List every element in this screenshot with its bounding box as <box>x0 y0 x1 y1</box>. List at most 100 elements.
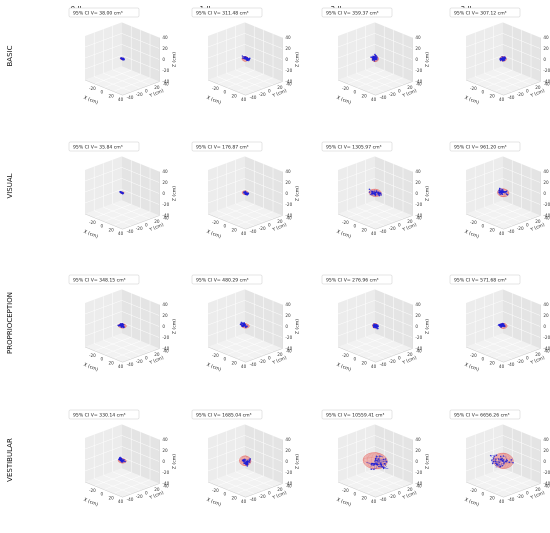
y-axis-label: Y (cm) <box>148 88 165 100</box>
grid-line <box>112 471 151 488</box>
data-point <box>376 56 378 58</box>
x-tick-label: 20 <box>490 495 496 500</box>
data-point <box>368 188 371 190</box>
data-point <box>384 458 387 460</box>
grid-line <box>465 167 503 182</box>
y-tick-label: 0 <box>268 355 271 360</box>
data-point <box>503 56 506 58</box>
grid-line <box>337 178 375 193</box>
grid-line <box>84 33 122 48</box>
x-tick-label: 40 <box>118 364 124 369</box>
legend-text: 95% CI V= 480.29 cm³ <box>196 278 249 284</box>
z-tick-label: 40 <box>285 302 291 307</box>
data-point <box>497 458 500 460</box>
data-point <box>499 59 502 62</box>
x-tick-label: 40 <box>371 499 377 504</box>
grid-line <box>374 178 413 194</box>
z-tick-label: -40 <box>543 481 550 486</box>
y-tick-label: 0 <box>526 490 529 495</box>
grid-line <box>365 471 404 488</box>
grid-line <box>493 471 532 488</box>
data-point <box>497 324 500 326</box>
z-tick-label: -20 <box>285 68 292 73</box>
grid-line <box>207 167 245 182</box>
legend-text: 95% CI V= 10559.41 cm³ <box>326 413 385 419</box>
grid-line <box>494 211 532 226</box>
grid-line <box>121 167 160 183</box>
grid-line <box>207 300 245 315</box>
data-point <box>242 324 244 327</box>
z-tick-label: -40 <box>162 79 169 84</box>
data-point <box>375 323 378 326</box>
y-tick-label: 0 <box>526 355 529 360</box>
z-tick-label: 20 <box>285 448 291 453</box>
z-axis-label: Z (cm) <box>424 52 430 67</box>
z-tick-label: 0 <box>543 191 546 196</box>
grid-line <box>465 446 503 461</box>
legend-text: 95% CI V= 359.37 cm³ <box>326 11 379 17</box>
z-axis-label: Z (cm) <box>294 319 300 334</box>
y-axis-label: Y (cm) <box>401 355 418 367</box>
grid-line <box>493 69 532 86</box>
grid-line <box>121 300 160 316</box>
z-tick-label: 20 <box>415 448 421 453</box>
y-axis-line <box>375 81 413 96</box>
row-label: VISUAL <box>6 173 14 198</box>
legend-text: 95% CI V= 276.96 cm³ <box>326 278 379 284</box>
z-tick-label: -40 <box>162 346 169 351</box>
y-axis-label: Y (cm) <box>148 222 165 234</box>
data-point <box>498 461 501 463</box>
x-tick-label: -20 <box>342 488 349 493</box>
grid-line <box>374 300 413 316</box>
data-point <box>491 459 493 461</box>
y-axis-line <box>375 348 413 363</box>
x-tick-label: 20 <box>109 495 115 500</box>
y-axis-line <box>503 215 541 230</box>
y-axis-line <box>245 348 283 363</box>
grid-line <box>121 33 160 49</box>
grid-line <box>374 311 413 327</box>
z-tick-label: 20 <box>543 180 549 185</box>
data-point <box>501 188 503 191</box>
grid-line <box>337 446 375 461</box>
data-point <box>504 190 507 193</box>
x-tick-label: 0 <box>100 492 103 497</box>
data-point <box>245 326 247 329</box>
z-tick-label: 40 <box>543 302 549 307</box>
y-tick-label: 20 <box>154 219 160 224</box>
z-tick-label: -20 <box>415 202 422 207</box>
x-tick-label: 0 <box>481 224 484 229</box>
z-tick-label: -40 <box>285 346 292 351</box>
data-point <box>246 58 248 60</box>
y-axis-label: Y (cm) <box>529 88 546 100</box>
y-tick-label: 0 <box>398 222 401 227</box>
y-tick-label: 20 <box>407 219 413 224</box>
data-point <box>380 462 382 464</box>
data-point <box>494 460 497 462</box>
grid-line <box>236 344 274 359</box>
legend: 95% CI V= 35.84 cm³ <box>68 141 140 152</box>
z-tick-label: -40 <box>543 79 550 84</box>
x-tick-label: 40 <box>241 364 247 369</box>
y-tick-label: 0 <box>268 88 271 93</box>
z-tick-label: 20 <box>162 46 168 51</box>
y-tick-label: 20 <box>154 85 160 90</box>
trajectory-line <box>366 455 389 470</box>
data-point <box>124 460 126 463</box>
grid-line <box>113 344 151 359</box>
z-tick-label: -40 <box>162 481 169 486</box>
data-point <box>504 191 506 194</box>
x-tick-label: 0 <box>353 90 356 95</box>
data-point <box>368 191 371 193</box>
z-tick-label: 40 <box>285 437 291 442</box>
z-tick-label: 20 <box>543 313 549 318</box>
data-point <box>501 190 503 192</box>
y-axis-label: Y (cm) <box>271 490 288 502</box>
legend-box <box>449 274 521 285</box>
grid-line <box>356 474 395 491</box>
data-point <box>502 191 504 193</box>
data-point <box>377 458 380 460</box>
data-point <box>506 194 509 196</box>
y-tick-label: 20 <box>154 352 160 357</box>
data-point <box>500 455 502 458</box>
